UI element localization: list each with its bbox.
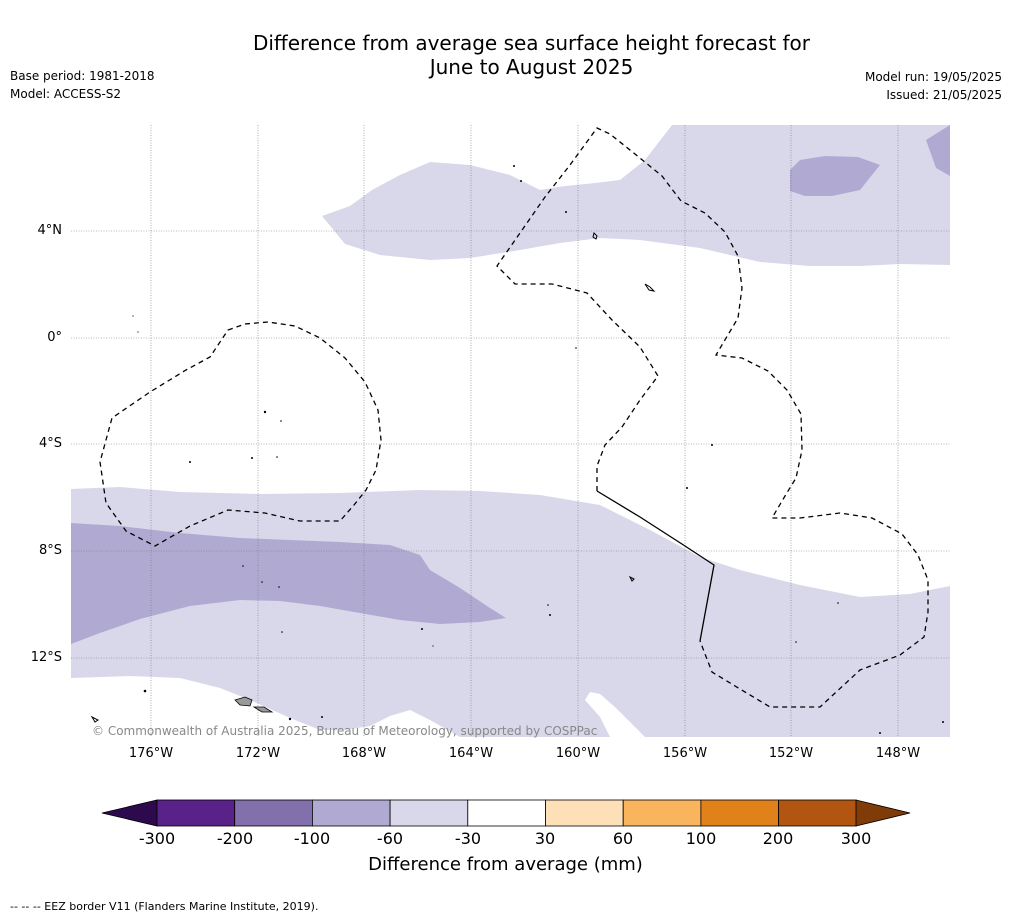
colorbar-bin-200-300 (778, 799, 857, 827)
island-dot-icon (263, 410, 267, 414)
colorbar-bin-neg100-neg60 (311, 799, 391, 827)
island-dot-icon (513, 165, 515, 167)
colorbar-tick-label: 30 (534, 829, 556, 848)
island-samoa-icon (234, 696, 253, 707)
island-dot-icon (189, 461, 191, 463)
eez-border-solid-segment-icon (596, 490, 715, 642)
island-dot-icon (879, 732, 881, 734)
island-dot-icon (942, 721, 944, 723)
colorbar-extend-low (101, 799, 158, 827)
lon-label-172w: 172°W (235, 746, 281, 761)
lon-label-156w: 156°W (662, 746, 708, 761)
anomaly-patch-northeast (790, 156, 880, 196)
chart-title-line1: Difference from average sea surface heig… (252, 31, 811, 55)
island-dot-icon (549, 614, 551, 616)
lat-label-4n: 4°N (37, 223, 63, 238)
colorbar-tick-label: -30 (454, 829, 482, 848)
island-dot-icon (288, 717, 292, 721)
island-dot-icon (547, 604, 549, 606)
island-outline-icon (628, 575, 635, 582)
anomaly-patch-south (71, 523, 506, 644)
copyright-notice: © Commonwealth of Australia 2025, Bureau… (92, 724, 598, 738)
island-outline-icon (644, 283, 656, 292)
colorbar-tick-label: 200 (762, 829, 794, 848)
colorbar-bin-30-60 (545, 799, 624, 827)
lon-label-160w: 160°W (555, 746, 601, 761)
colorbar-bin-neg200-neg100 (234, 799, 313, 827)
colorbar-tick-label: -200 (216, 829, 254, 848)
model-name: Model: ACCESS-S2 (10, 87, 122, 101)
island-dot-icon (711, 444, 713, 446)
chart-title-line2: June to August 2025 (429, 55, 634, 79)
lat-label-12s: 12°S (30, 650, 62, 665)
colorbar-tick-label: 60 (612, 829, 634, 848)
island-dot-icon (137, 331, 139, 333)
lon-label-164w: 164°W (448, 746, 494, 761)
island-dot-icon (132, 315, 134, 317)
colorbar-extend-high (855, 799, 911, 827)
island-outline-icon (90, 715, 99, 723)
lat-label-0: 0° (47, 330, 62, 345)
lat-label-4s: 4°S (38, 436, 62, 451)
island-dot-icon (795, 641, 797, 643)
island-dot-icon (837, 602, 839, 604)
colorbar-bin-neg300-neg200 (156, 799, 236, 827)
colorbar-title: Difference from average (mm) (368, 854, 643, 875)
lon-label-152w: 152°W (768, 746, 814, 761)
colorbar-tick-label: -60 (376, 829, 404, 848)
colorbar-bin-neg60-neg30 (389, 799, 469, 827)
colorbar-tick-label: -100 (293, 829, 331, 848)
eez-legend-note: -- -- -- EEZ border V11 (Flanders Marine… (10, 900, 319, 913)
island-dot-icon (276, 456, 278, 458)
island-dot-icon (321, 716, 323, 718)
island-dot-icon (261, 581, 263, 583)
anomaly-patch-corner (926, 125, 950, 176)
model-run: Model run: 19/05/2025 (864, 70, 1002, 84)
lat-label-8s: 8°S (38, 543, 62, 558)
island-dot-icon (575, 347, 577, 349)
issued-date: Issued: 21/05/2025 (886, 88, 1002, 102)
map-panel (71, 125, 950, 737)
island-dot-icon (565, 211, 567, 213)
colorbar-tick-label: -300 (138, 829, 176, 848)
lon-label-148w: 148°W (875, 746, 921, 761)
island-outline-icon (592, 232, 598, 240)
island-dot-icon (242, 565, 244, 567)
colorbar-tick-label: 300 (840, 829, 872, 848)
colorbar-bin-100-200 (700, 799, 780, 827)
colorbar-tick-label: 100 (685, 829, 717, 848)
eez-border-tokelau-icon (99, 321, 382, 547)
lon-label-168w: 168°W (341, 746, 387, 761)
island-dot-icon (421, 628, 423, 630)
island-dot-icon (432, 645, 434, 647)
island-dot-icon (520, 180, 522, 182)
lon-label-176w: 176°W (128, 746, 174, 761)
island-dot-icon (278, 586, 280, 588)
island-dot-icon (281, 631, 283, 633)
colorbar-bin-neg30-30 (467, 799, 546, 827)
island-samoa-icon (252, 706, 274, 713)
base-period: Base period: 1981-2018 (10, 69, 155, 83)
island-dot-icon (251, 457, 253, 459)
colorbar (101, 799, 911, 827)
eez-border-kiribati-line-icon (496, 127, 929, 708)
island-dot-icon (686, 487, 688, 489)
colorbar-bin-60-100 (622, 799, 702, 827)
island-dot-icon (280, 420, 282, 422)
island-dot-icon (143, 689, 147, 693)
